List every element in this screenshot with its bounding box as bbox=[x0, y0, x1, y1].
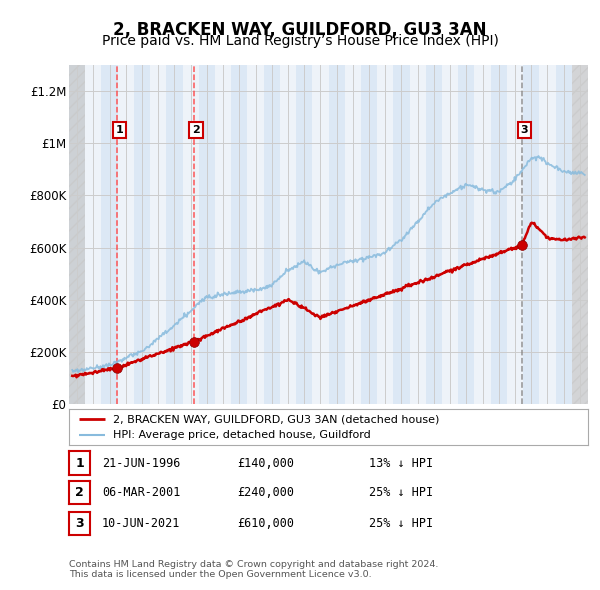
Text: HPI: Average price, detached house, Guildford: HPI: Average price, detached house, Guil… bbox=[113, 430, 371, 440]
Bar bbox=[53, 65, 69, 404]
Text: 2: 2 bbox=[75, 486, 84, 499]
Bar bbox=[442, 65, 458, 404]
Bar bbox=[475, 65, 491, 404]
Text: 3: 3 bbox=[521, 125, 529, 135]
Bar bbox=[69, 65, 85, 404]
Text: Contains HM Land Registry data © Crown copyright and database right 2024.
This d: Contains HM Land Registry data © Crown c… bbox=[69, 560, 439, 579]
Text: 1: 1 bbox=[75, 457, 84, 470]
Bar bbox=[377, 65, 394, 404]
Bar bbox=[296, 65, 312, 404]
Bar bbox=[556, 65, 572, 404]
Bar bbox=[199, 65, 215, 404]
Bar bbox=[69, 65, 85, 404]
Text: 2: 2 bbox=[192, 125, 200, 135]
Bar bbox=[572, 65, 588, 404]
Text: 13% ↓ HPI: 13% ↓ HPI bbox=[369, 457, 433, 470]
Bar bbox=[539, 65, 556, 404]
Bar bbox=[345, 65, 361, 404]
Text: Price paid vs. HM Land Registry’s House Price Index (HPI): Price paid vs. HM Land Registry’s House … bbox=[101, 34, 499, 48]
Text: £140,000: £140,000 bbox=[237, 457, 294, 470]
Bar bbox=[523, 65, 539, 404]
Text: 3: 3 bbox=[75, 517, 84, 530]
Bar bbox=[410, 65, 426, 404]
Text: 1: 1 bbox=[116, 125, 124, 135]
Bar bbox=[280, 65, 296, 404]
Bar bbox=[507, 65, 523, 404]
Bar bbox=[361, 65, 377, 404]
Bar bbox=[118, 65, 134, 404]
Text: 25% ↓ HPI: 25% ↓ HPI bbox=[369, 517, 433, 530]
Bar bbox=[231, 65, 247, 404]
Bar bbox=[150, 65, 166, 404]
Text: £610,000: £610,000 bbox=[237, 517, 294, 530]
Bar bbox=[312, 65, 329, 404]
Bar bbox=[572, 65, 588, 404]
Bar bbox=[588, 65, 600, 404]
Bar bbox=[215, 65, 231, 404]
Text: 25% ↓ HPI: 25% ↓ HPI bbox=[369, 486, 433, 499]
Bar bbox=[263, 65, 280, 404]
Bar bbox=[134, 65, 150, 404]
Bar bbox=[426, 65, 442, 404]
Text: 06-MAR-2001: 06-MAR-2001 bbox=[102, 486, 181, 499]
Text: 10-JUN-2021: 10-JUN-2021 bbox=[102, 517, 181, 530]
Bar bbox=[85, 65, 101, 404]
Bar bbox=[182, 65, 199, 404]
Bar bbox=[101, 65, 118, 404]
Bar bbox=[491, 65, 507, 404]
Bar bbox=[458, 65, 475, 404]
Text: 2, BRACKEN WAY, GUILDFORD, GU3 3AN: 2, BRACKEN WAY, GUILDFORD, GU3 3AN bbox=[113, 21, 487, 39]
Text: 21-JUN-1996: 21-JUN-1996 bbox=[102, 457, 181, 470]
Bar bbox=[166, 65, 182, 404]
Text: 2, BRACKEN WAY, GUILDFORD, GU3 3AN (detached house): 2, BRACKEN WAY, GUILDFORD, GU3 3AN (deta… bbox=[113, 414, 439, 424]
Bar bbox=[247, 65, 263, 404]
Text: £240,000: £240,000 bbox=[237, 486, 294, 499]
Bar bbox=[394, 65, 410, 404]
Bar bbox=[329, 65, 345, 404]
